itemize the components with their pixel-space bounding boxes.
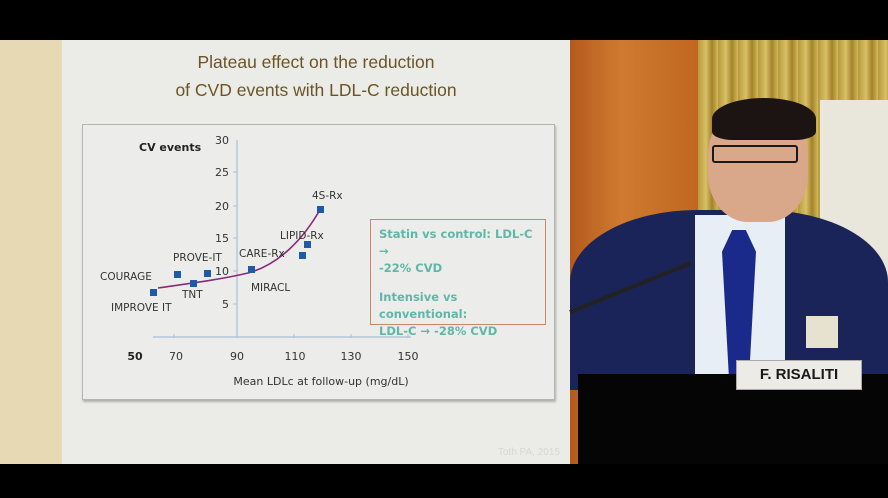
- svg-text:110: 110: [285, 350, 306, 363]
- callout-line1: Statin vs control: LDL-C →: [379, 227, 533, 258]
- marker-care-rx: [248, 266, 255, 273]
- x-tick-labels: 50 70 90 110 130 150: [127, 350, 418, 363]
- point-labels: IMPROVE IT COURAGE TNT PROVE-IT CARE-Rx …: [100, 190, 343, 314]
- conference-badge: [806, 316, 838, 348]
- svg-text:30: 30: [215, 134, 229, 147]
- speaker-glasses: [712, 145, 798, 163]
- svg-text:COURAGE: COURAGE: [100, 271, 152, 283]
- svg-text:15: 15: [215, 232, 229, 245]
- marker-lipid-rx: [304, 241, 311, 248]
- y-ticks: [233, 171, 237, 305]
- speaker-video: F. RISALITI: [569, 40, 888, 464]
- svg-text:CARE-Rx: CARE-Rx: [239, 248, 285, 260]
- svg-text:5: 5: [222, 298, 229, 311]
- svg-text:50: 50: [127, 350, 143, 363]
- video-frame: Plateau effect on the reduction of CVD e…: [0, 40, 888, 464]
- y-axis-label: CV events: [139, 141, 202, 154]
- x-axis-label: Mean LDLc at follow-up (mg/dL): [233, 375, 408, 388]
- slide-credit: Toth PA, 2015: [497, 447, 560, 458]
- left-border-strip: [0, 40, 64, 464]
- slide-title: Plateau effect on the reduction of CVD e…: [62, 48, 570, 104]
- speaker-nameplate: F. RISALITI: [736, 360, 862, 390]
- data-markers: [150, 206, 324, 296]
- marker-courage: [174, 271, 181, 278]
- svg-text:10: 10: [215, 265, 229, 278]
- speaker-tie: [722, 230, 756, 375]
- svg-text:130: 130: [341, 350, 362, 363]
- svg-text:25: 25: [215, 166, 229, 179]
- svg-text:PROVE-IT: PROVE-IT: [173, 252, 222, 264]
- svg-text:TNT: TNT: [181, 289, 203, 301]
- marker-prove-it: [204, 270, 211, 277]
- svg-text:MIRACL: MIRACL: [251, 282, 290, 294]
- speaker-hair: [712, 98, 816, 140]
- x-ticks: [173, 334, 409, 338]
- svg-text:70: 70: [169, 350, 183, 363]
- summary-callout-box: Statin vs control: LDL-C → -22% CVD Inten…: [370, 219, 546, 338]
- chart-plot: 30 25 20 15 10 5 50 70 90 110 130 150 CV…: [100, 134, 419, 388]
- presentation-slide: Plateau effect on the reduction of CVD e…: [62, 40, 570, 464]
- marker-tnt: [190, 280, 197, 287]
- marker-miracl: [299, 252, 306, 259]
- callout-line2: -22% CVD: [379, 261, 443, 275]
- svg-text:IMPROVE IT: IMPROVE IT: [111, 302, 172, 314]
- svg-text:4S-Rx: 4S-Rx: [312, 190, 343, 202]
- scatter-chart: 30 25 20 15 10 5 50 70 90 110 130 150 CV…: [82, 124, 555, 400]
- slide-title-line2: of CVD events with LDL-C reduction: [175, 80, 457, 100]
- svg-text:LIPID-Rx: LIPID-Rx: [280, 230, 324, 242]
- marker-4s-rx: [317, 206, 324, 213]
- slide-title-line1: Plateau effect on the reduction: [197, 52, 435, 72]
- svg-text:20: 20: [215, 200, 229, 213]
- marker-improve-it: [150, 289, 157, 296]
- y-tick-labels: 30 25 20 15 10 5: [215, 134, 229, 311]
- callout-line3: Intensive vs conventional:: [379, 290, 468, 321]
- svg-text:150: 150: [398, 350, 419, 363]
- callout-line4: LDL-C → -28% CVD: [379, 324, 498, 338]
- svg-text:90: 90: [230, 350, 244, 363]
